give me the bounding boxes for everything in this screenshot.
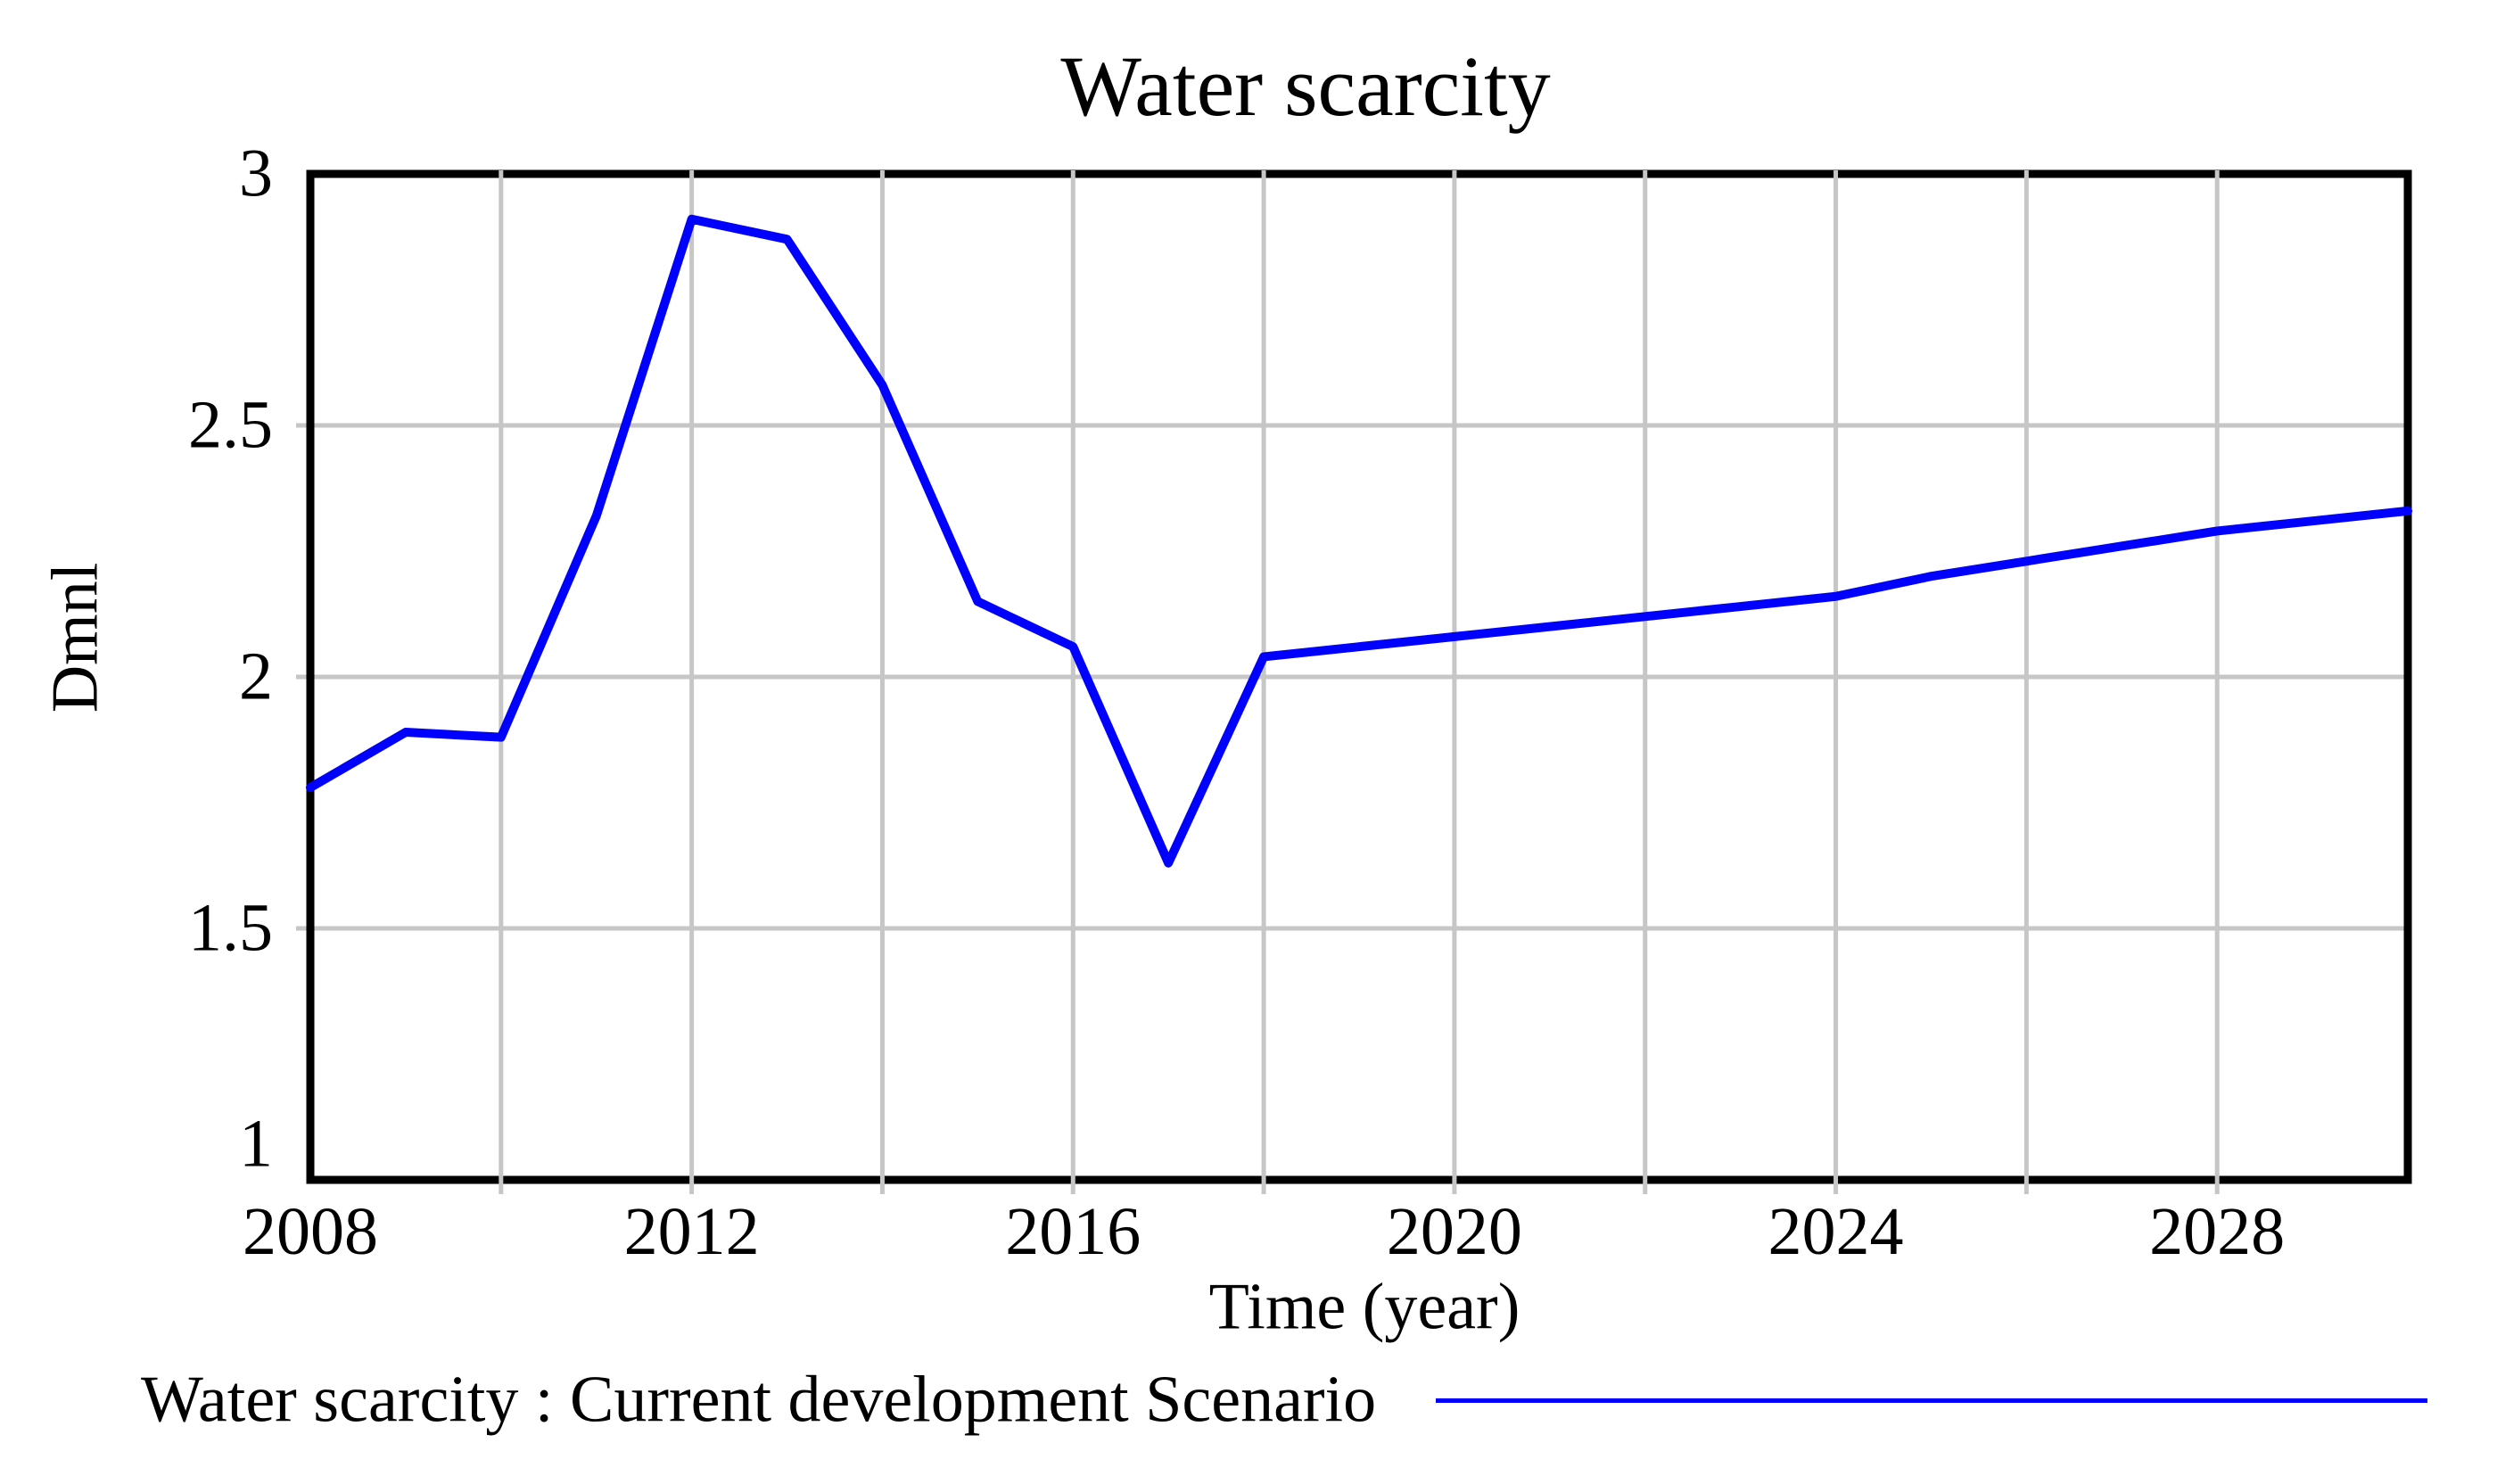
- chart-title: Water scarcity: [1060, 38, 1551, 134]
- y-tick-label: 2.5: [188, 387, 273, 463]
- plot-frame: [306, 169, 2412, 1184]
- x-tick-label: 2028: [2149, 1194, 2286, 1269]
- x-tick-label: 2008: [243, 1194, 378, 1269]
- x-tick-label: 2020: [1386, 1194, 1522, 1269]
- legend-line-swatch: [1436, 1398, 2427, 1403]
- data-line: [306, 214, 2412, 868]
- legend-label: Water scarcity : Current development Sce…: [141, 1363, 1377, 1437]
- x-tick-label: 2012: [623, 1194, 760, 1269]
- x-axis-title: Time (year): [1208, 1270, 1520, 1344]
- y-tick-label: 1.5: [188, 890, 273, 966]
- x-tick-label: 2016: [1005, 1194, 1141, 1269]
- plot-area: [296, 169, 2412, 1194]
- y-tick-label: 1: [239, 1106, 273, 1182]
- y-tick-label: 2: [239, 639, 273, 714]
- y-tick-label: 3: [239, 136, 273, 211]
- x-tick-label: 2024: [1768, 1194, 1904, 1269]
